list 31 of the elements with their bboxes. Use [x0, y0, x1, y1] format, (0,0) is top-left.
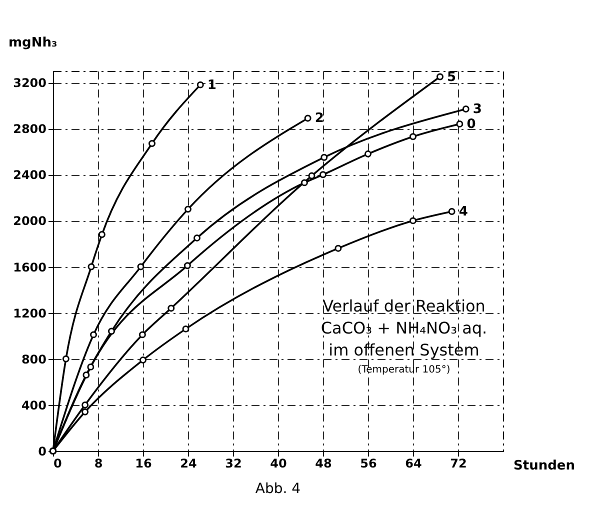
caption: Abb. 4 [255, 481, 301, 497]
series-label: 1 [207, 78, 216, 93]
x-tick-label: 72 [450, 456, 467, 470]
y-tick-label: 2400 [13, 168, 46, 182]
y-axis-title: mgNh₃ [8, 36, 58, 50]
x-tick-label: 32 [225, 456, 242, 470]
y-tick-label: 1200 [13, 306, 46, 320]
x-axis-title: Stunden [514, 458, 575, 474]
x-tick-label: 24 [180, 456, 197, 470]
x-tick-label: 64 [405, 456, 422, 470]
y-tick-label: 3200 [13, 76, 46, 90]
x-tick-label: 16 [135, 456, 152, 470]
x-tick-label: 40 [270, 456, 287, 470]
y-tick-label: 1600 [13, 260, 46, 274]
annotation: (Temperatur 105°) [358, 364, 450, 376]
annotation: im offenen System [328, 340, 480, 360]
annotation: CaCO₃ + NH₄NO₃ aq. [320, 318, 488, 338]
y-tick-label: 800 [21, 352, 46, 366]
annotation: Verlauf der Reaktion [322, 296, 486, 316]
x-tick-label: 0 [54, 456, 62, 470]
y-tick-label: 2000 [13, 214, 46, 228]
x-tick-label: 8 [94, 456, 103, 470]
y-tick-label: 2800 [13, 122, 46, 136]
series-label: 2 [314, 111, 324, 126]
series-label: 3 [472, 102, 482, 117]
y-tick-label: 400 [21, 398, 46, 412]
x-tick-label: 48 [315, 456, 332, 470]
series-label: 4 [458, 204, 468, 220]
y-tick-label: 0 [38, 444, 46, 458]
x-tick-label: 56 [360, 456, 377, 470]
series-label: 0 [466, 116, 476, 132]
